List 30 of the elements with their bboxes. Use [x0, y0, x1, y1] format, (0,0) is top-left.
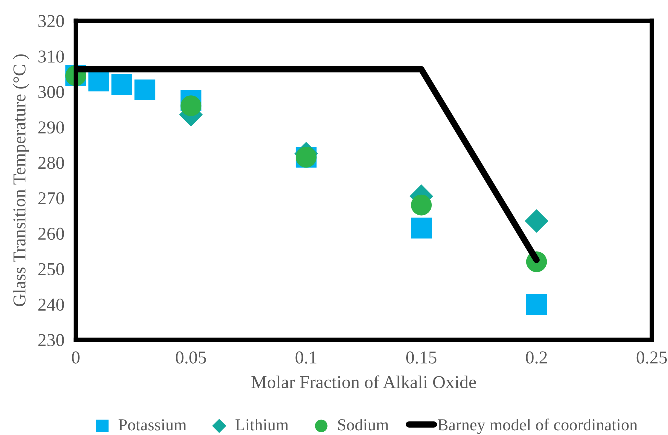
point [526, 294, 548, 315]
x-tick-label: 0.1 [296, 352, 317, 364]
y-tick-label: 250 [38, 263, 64, 276]
y-axis-title: Glass Transition Temperature (°C ) [13, 54, 30, 306]
legend-label: Sodium [338, 418, 389, 431]
point [180, 96, 202, 116]
x-axis-title: Molar Fraction of Alkali Oxide [252, 376, 476, 389]
y-tick-label: 280 [38, 157, 64, 170]
x-tick-label: 0.05 [176, 352, 206, 364]
point [134, 80, 156, 101]
y-tick-label: 260 [38, 228, 64, 240]
y-tick-label: 230 [38, 334, 64, 346]
legend-label: Barney model of coordination [438, 418, 638, 434]
y-tick-label: 240 [38, 298, 64, 311]
point [88, 70, 110, 92]
y-tick-label: 270 [38, 192, 64, 205]
y-tick-label: 310 [38, 50, 64, 63]
point [411, 194, 432, 216]
y-tick-label: 320 [38, 15, 64, 28]
point [112, 74, 132, 96]
x-tick-label: 0.25 [636, 352, 668, 364]
y-tick-label: 290 [38, 122, 64, 134]
legend-label: Potassium [118, 420, 187, 431]
y-tick-label: 300 [38, 86, 64, 98]
x-tick-label: 0.2 [526, 352, 548, 364]
x-tick-label: 0 [72, 352, 80, 364]
legend-label: Lithium [236, 418, 289, 431]
point [411, 218, 432, 239]
point [525, 209, 549, 234]
x-tick-label: 0.15 [406, 352, 437, 364]
